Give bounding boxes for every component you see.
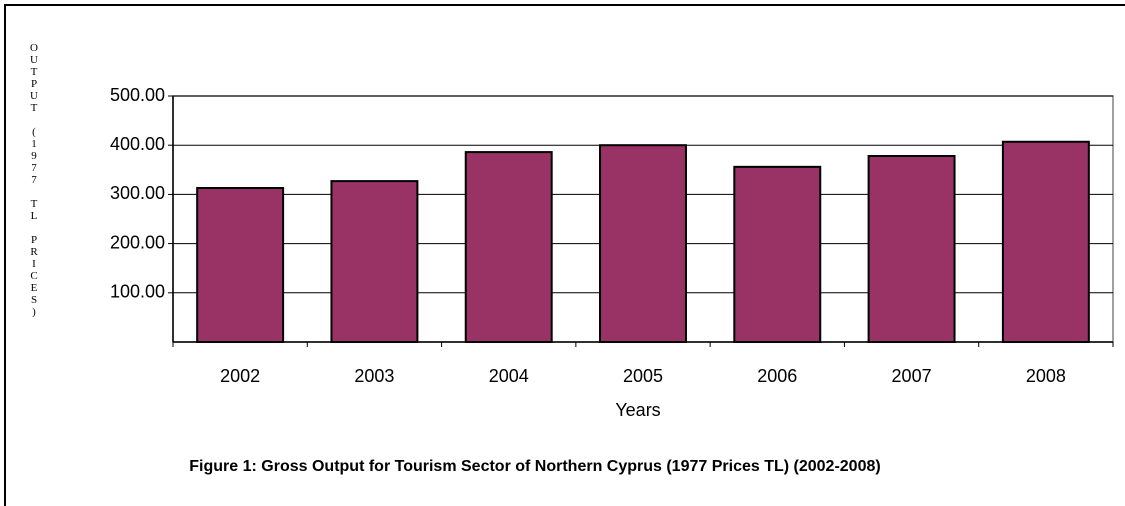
x-tick-label: 2005: [623, 366, 663, 386]
y-tick-label: 100.00: [110, 282, 165, 302]
bar: [867, 155, 956, 343]
y-tick-label: 300.00: [110, 183, 165, 203]
chart-title: Figure 1: Gross Output for Tourism Secto…: [189, 458, 881, 475]
y-tick-label: 400.00: [110, 134, 165, 154]
bar: [330, 180, 419, 343]
x-tick-label: 2004: [489, 366, 529, 386]
x-tick-label: 2006: [757, 366, 797, 386]
x-axis-label: Years: [615, 400, 660, 420]
bar: [733, 165, 822, 343]
bar: [464, 151, 553, 343]
y-tick-label: 200.00: [110, 232, 165, 252]
frame: [4, 4, 1125, 506]
x-tick-label: 2003: [354, 366, 394, 386]
bar: [1001, 140, 1090, 343]
x-tick-label: 2008: [1026, 366, 1066, 386]
bar: [599, 144, 687, 343]
y-axis-label: OUTPUT (1977 TL PRICES): [28, 42, 40, 318]
bar: [196, 187, 285, 343]
x-tick-label: 2007: [892, 366, 932, 386]
y-tick-label: 500.00: [110, 85, 165, 105]
x-tick-label: 2002: [220, 366, 260, 386]
